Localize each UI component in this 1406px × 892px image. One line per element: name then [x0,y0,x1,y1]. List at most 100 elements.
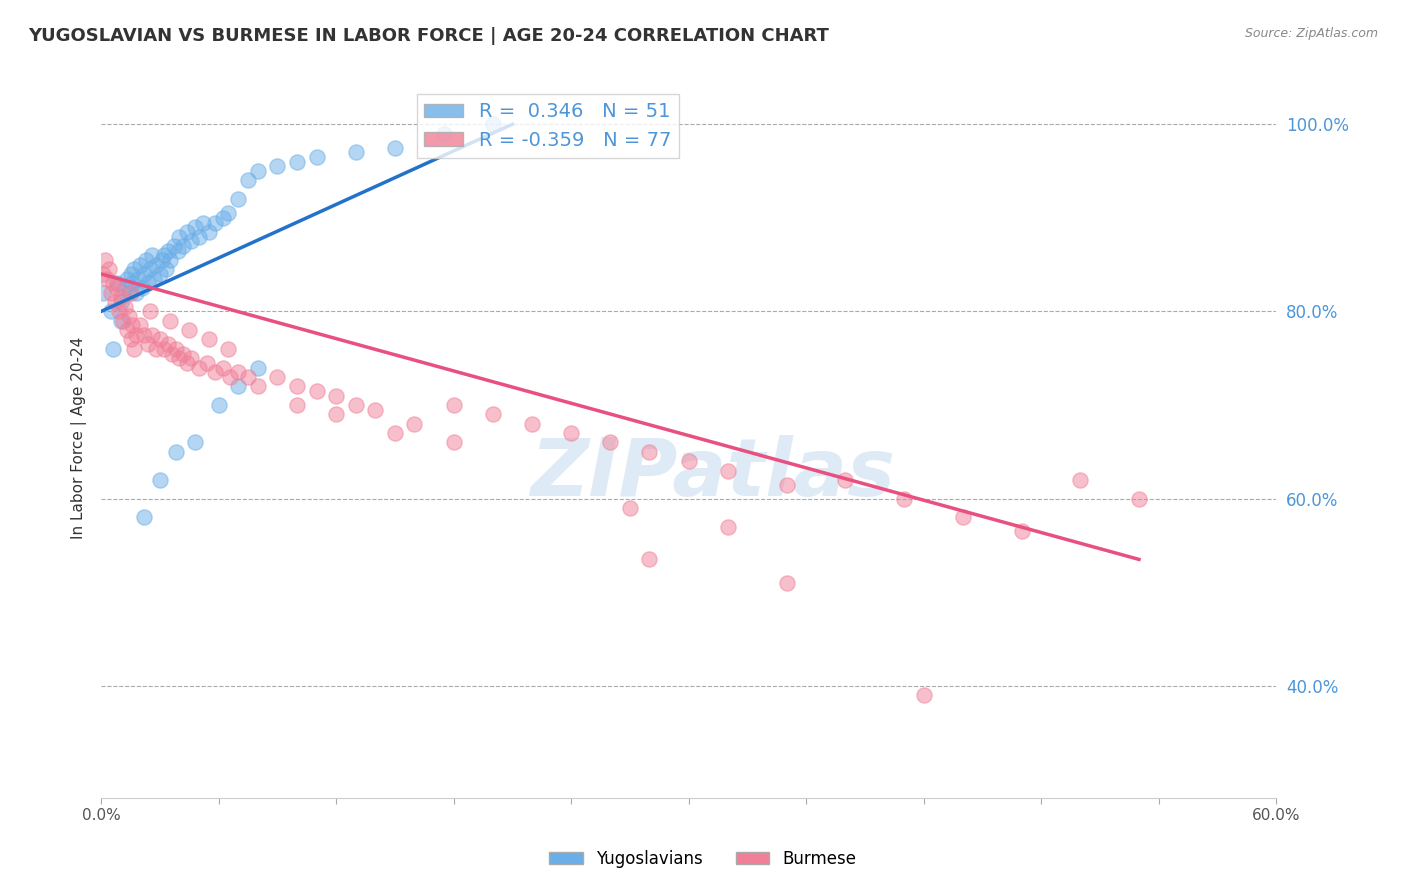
Point [285,154,308,169]
Point [120,285,142,300]
Point [246,379,269,393]
Point [141,248,163,262]
Point [619,500,641,515]
Point [188,229,211,244]
Point [717,463,740,477]
Point [127,271,149,285]
Point [195,356,218,370]
Point [219,370,242,384]
Point [117,309,139,323]
Point [94,252,117,267]
Point [125,285,148,300]
Point [404,417,426,431]
Point [246,164,269,178]
Point [156,244,179,258]
Point [149,267,172,281]
Point [217,342,239,356]
Point [156,337,179,351]
Point [124,262,146,277]
Point [325,389,347,403]
Point [145,342,167,356]
Point [165,342,187,356]
Point [305,384,328,398]
Text: YUGOSLAVIAN VS BURMESE IN LABOR FORCE | AGE 20-24 CORRELATION CHART: YUGOSLAVIAN VS BURMESE IN LABOR FORCE | … [28,27,830,45]
Point [135,252,157,267]
Point [443,398,465,412]
Y-axis label: In Labor Force | Age 20-24: In Labor Force | Age 20-24 [72,336,87,539]
Point [638,444,661,458]
Point [176,356,198,370]
Point [226,365,249,379]
Point [155,262,177,277]
Point [226,379,249,393]
Point [285,379,308,393]
Point [226,192,249,206]
Point [204,215,226,229]
Point [325,408,347,422]
Point [285,398,308,412]
Point [141,327,163,342]
Point [165,444,187,458]
Point [364,402,387,417]
Point [520,417,543,431]
Point [266,159,288,173]
Point [124,342,146,356]
Text: Source: ZipAtlas.com: Source: ZipAtlas.com [1244,27,1378,40]
Point [105,281,128,295]
Point [111,314,134,328]
Point [560,426,582,441]
Point [143,271,166,285]
Point [136,277,159,291]
Point [384,141,406,155]
Point [678,454,700,468]
Point [211,360,233,375]
Point [100,285,122,300]
Point [246,360,269,375]
Text: ZIPatlas: ZIPatlas [530,434,894,513]
Point [101,342,124,356]
Point [139,262,162,277]
Legend: R =  0.346   N = 51, R = -0.359   N = 77: R = 0.346 N = 51, R = -0.359 N = 77 [416,95,679,158]
Point [139,304,162,318]
Point [100,304,122,318]
Point [191,215,214,229]
Point [638,552,661,566]
Point [176,225,198,239]
Point [129,258,152,272]
Point [159,252,181,267]
Point [149,333,172,347]
Point [110,290,132,304]
Point [834,473,856,487]
Point [952,510,974,524]
Point [150,252,173,267]
Point [184,220,207,235]
Point [96,271,118,285]
Point [115,271,138,285]
Point [101,277,124,291]
Point [91,267,114,281]
Point [433,127,456,141]
Point [121,277,143,291]
Point [115,323,138,337]
Point [305,150,328,164]
Point [912,688,935,702]
Point [344,398,367,412]
Point [134,510,156,524]
Point [266,370,288,384]
Point [145,258,167,272]
Point [120,267,142,281]
Point [1011,524,1033,539]
Point [120,333,142,347]
Point [211,211,233,225]
Point [180,351,202,366]
Point [236,173,259,187]
Point [169,351,191,366]
Point [204,365,226,379]
Point [1128,491,1150,506]
Point [149,473,172,487]
Point [104,295,127,310]
Point [160,346,183,360]
Point [188,360,211,375]
Legend: Yugoslavians, Burmese: Yugoslavians, Burmese [543,844,863,875]
Point [159,314,181,328]
